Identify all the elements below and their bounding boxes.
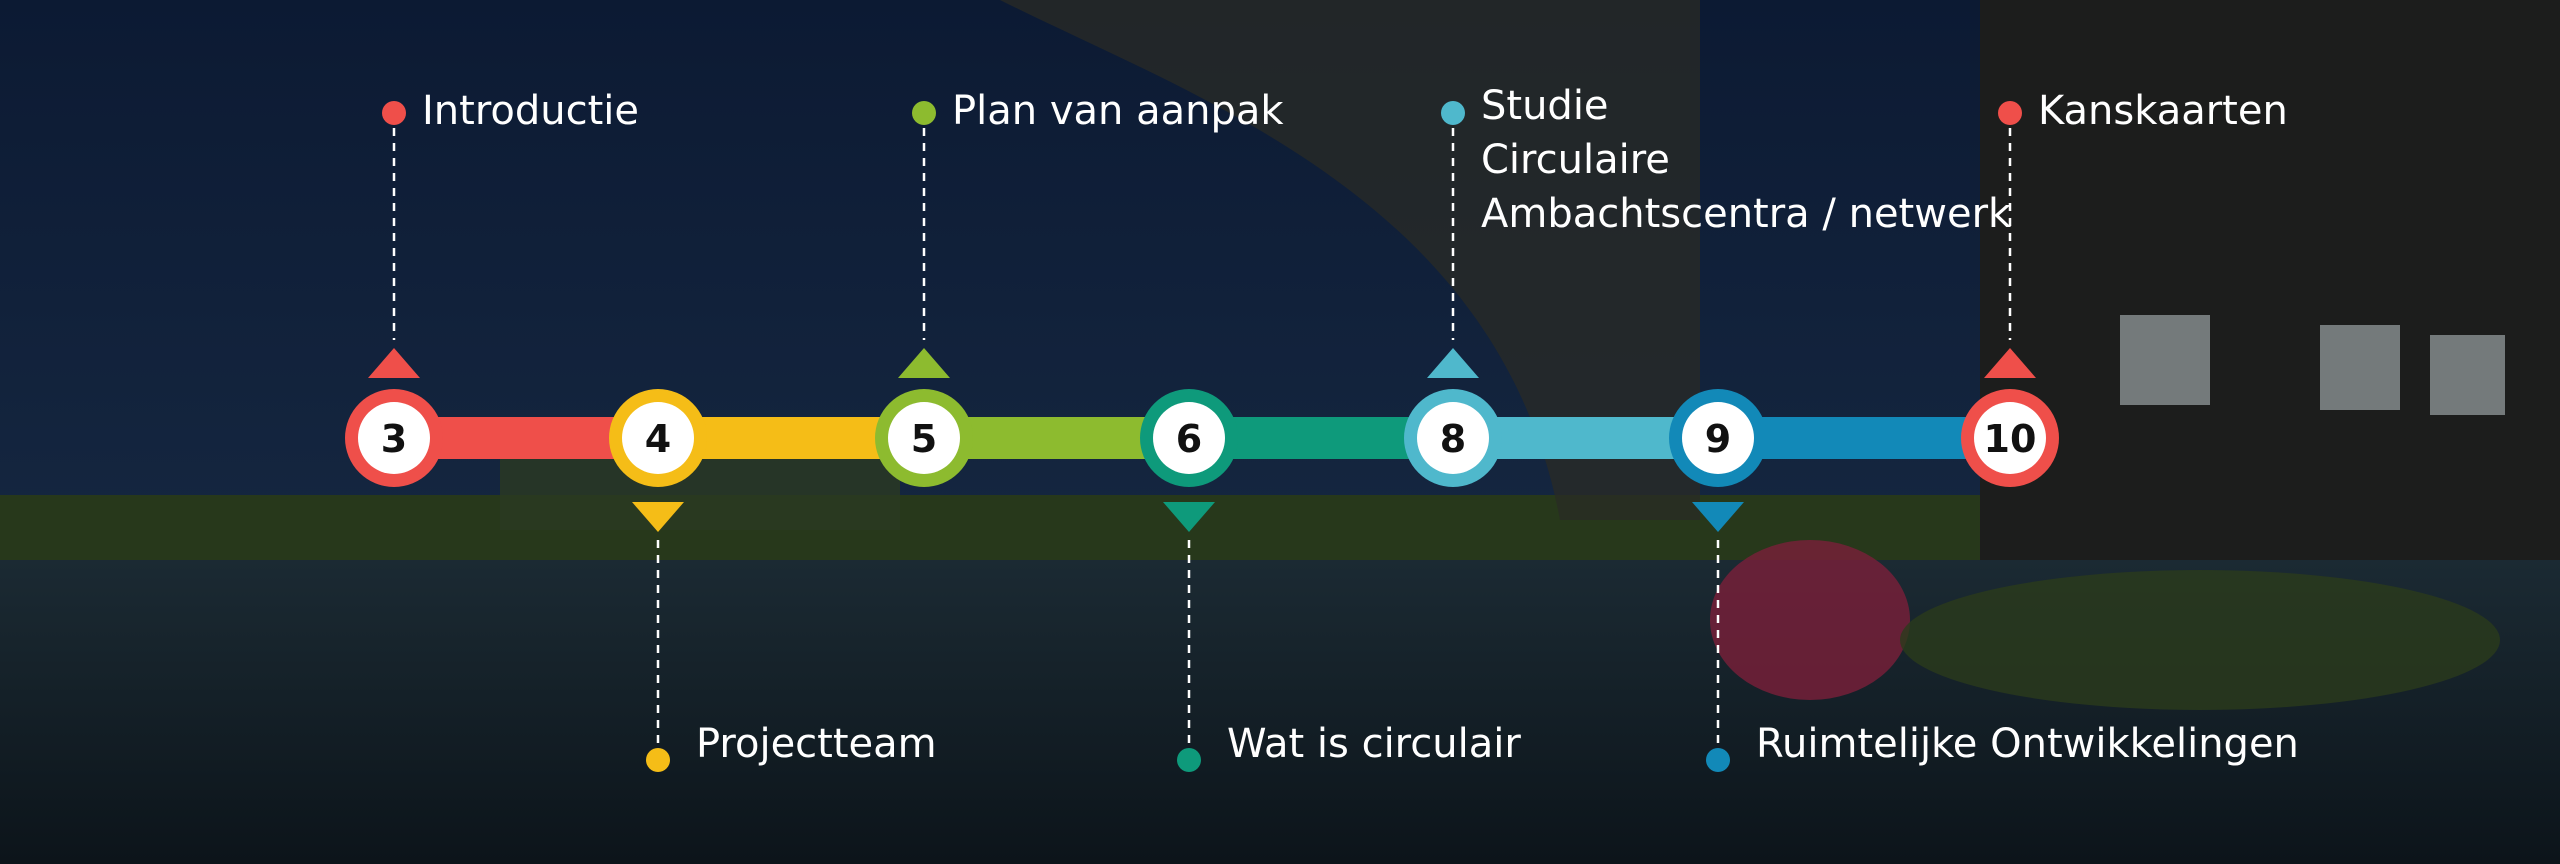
step-number: 3 — [381, 417, 407, 461]
step-label: Plan van aanpak — [952, 88, 1284, 134]
step-label: Introductie — [422, 88, 639, 134]
label-dot — [1441, 101, 1465, 125]
timeline-slide: Introductie 3 Projectteam 4 Plan van aanpak 5… — [0, 0, 2560, 864]
page: Introductie 3 Projectteam 4 Plan van aanpak 5… — [0, 0, 2560, 864]
step-number: 8 — [1440, 417, 1466, 461]
step-number: 10 — [1984, 417, 2037, 461]
label-dot — [382, 101, 406, 125]
label-dot — [646, 748, 670, 772]
step-label: Kanskaarten — [2038, 88, 2288, 134]
label-dot — [1706, 748, 1730, 772]
step-label: Circulaire — [1481, 137, 1670, 183]
label-dot — [1177, 748, 1201, 772]
label-dot — [1998, 101, 2022, 125]
step-label: Wat is circulair — [1227, 721, 1521, 767]
step-number: 4 — [645, 417, 671, 461]
label-dot — [912, 101, 936, 125]
step-label: Projectteam — [696, 721, 937, 767]
step-number: 6 — [1176, 417, 1202, 461]
step-label: Ambachtscentra / netwerk — [1481, 191, 2012, 237]
step-label: Ruimtelijke Ontwikkelingen — [1756, 721, 2299, 767]
step-label: Studie — [1481, 83, 1609, 129]
step-number: 5 — [911, 417, 937, 461]
step-number: 9 — [1705, 417, 1731, 461]
